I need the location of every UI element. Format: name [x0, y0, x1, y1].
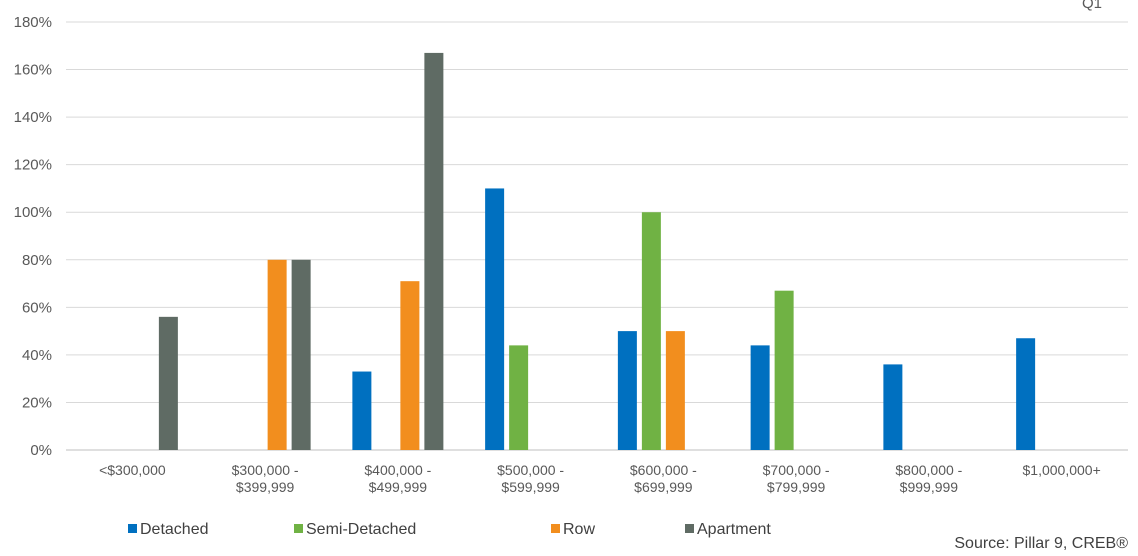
y-tick-label: 0%: [30, 442, 52, 459]
bar-apartment-2: [424, 52, 444, 451]
source-note: Source: Pillar 9, CREB®: [954, 535, 1128, 552]
y-tick-label: 20%: [22, 394, 52, 411]
legend-swatch: [551, 524, 560, 533]
y-tick-label: 40%: [22, 347, 52, 364]
x-tick-label: $1,000,000+: [1023, 462, 1101, 478]
x-tick-label: $300,000 -$399,999: [232, 462, 299, 495]
y-tick-label: 160%: [14, 62, 52, 79]
bar-detached-2: [352, 371, 372, 450]
x-tick-label: $800,000 -$999,999: [895, 462, 962, 495]
x-tick-label: $700,000 -$799,999: [763, 462, 830, 495]
y-tick-label: 140%: [14, 109, 52, 126]
legend-label: Row: [563, 521, 595, 538]
bar-semi-detached-4: [641, 212, 661, 450]
y-tick-label: 120%: [14, 157, 52, 174]
y-tick-label: 60%: [22, 299, 52, 316]
x-tick-label: <$300,000: [99, 462, 166, 478]
bar-row-4: [665, 331, 685, 450]
bar-detached-3: [485, 188, 505, 450]
bar-semi-detached-3: [509, 345, 529, 450]
legend-label: Apartment: [697, 521, 771, 538]
bar-detached-4: [617, 331, 637, 450]
bar-row-1: [267, 259, 287, 450]
corner-label: Q1: [1082, 0, 1102, 12]
y-tick-label: 180%: [14, 14, 52, 31]
bar-detached-7: [1016, 338, 1036, 450]
legend-swatch: [128, 524, 137, 533]
bar-apartment-0: [158, 316, 178, 450]
x-tick-label: $500,000 -$599,999: [497, 462, 564, 495]
axes: 0% 20% 40% 60% 80% 100% 120% 140% 160% 180% <$300,…: [14, 14, 1101, 495]
bar-semi-detached-5: [774, 290, 794, 450]
bar-apartment-1: [291, 259, 311, 450]
y-tick-label: 80%: [22, 252, 52, 269]
x-tick-label: $400,000 -$499,999: [364, 462, 431, 495]
legend-swatch: [294, 524, 303, 533]
legend-swatch: [685, 524, 694, 533]
legend: Detached Semi-Detached Row Apartment: [128, 521, 771, 538]
bar-detached-5: [750, 345, 770, 450]
legend-label: Detached: [140, 521, 209, 538]
bar-detached-6: [883, 364, 903, 450]
x-tick-label: $600,000 -$699,999: [630, 462, 697, 495]
bar-row-2: [400, 281, 420, 450]
legend-label: Semi-Detached: [306, 521, 416, 538]
grid-lines: [66, 21, 1128, 451]
y-tick-label: 100%: [14, 204, 52, 221]
bars: [158, 52, 1036, 451]
